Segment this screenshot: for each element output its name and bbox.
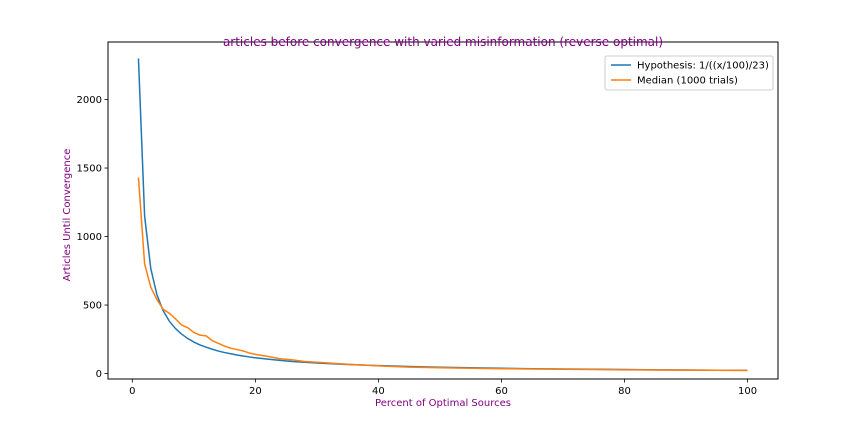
- x-tick-label: 40: [372, 386, 385, 397]
- x-axis-label: Percent of Optimal Sources: [375, 398, 511, 409]
- y-tick-label: 2000: [77, 95, 102, 106]
- plot-frame: [107, 41, 779, 380]
- x-tick-label: 60: [495, 386, 508, 397]
- x-tick-label: 100: [738, 386, 757, 397]
- y-tick-label: 0: [96, 369, 102, 380]
- chart-title: articles before convergence with varied …: [223, 35, 663, 49]
- series-layer: [137, 58, 748, 372]
- y-axis-label: Articles Until Convergence: [62, 149, 73, 282]
- legend-box: [604, 55, 774, 91]
- series-line-hypothesis: [137, 58, 748, 372]
- legend-label-median: Median (1000 trials): [637, 76, 738, 87]
- x-tick-label: 20: [249, 386, 262, 397]
- y-tick-label: 1000: [77, 232, 102, 243]
- series-line-median: [137, 177, 748, 372]
- legend-label-hypothesis: Hypothesis: 1/((x/100)/23): [637, 61, 769, 72]
- y-tick-label: 500: [83, 301, 102, 312]
- x-tick-label: 80: [618, 386, 631, 397]
- x-axis: 0 20 40 60 80 100: [129, 379, 757, 397]
- x-tick-label: 0: [129, 386, 135, 397]
- y-axis: 0 500 1000 1500 2000: [77, 95, 108, 380]
- legend: Hypothesis: 1/((x/100)/23) Median (1000 …: [604, 55, 774, 91]
- y-tick-label: 1500: [77, 164, 102, 175]
